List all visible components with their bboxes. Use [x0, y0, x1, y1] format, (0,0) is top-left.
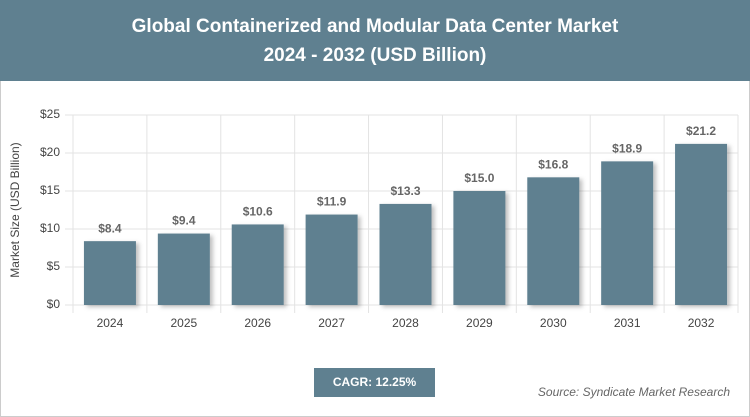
y-tick-label: $10 [40, 221, 60, 235]
x-tick-label: 2030 [540, 316, 567, 330]
value-label: $18.9 [612, 142, 642, 156]
chart-title: Global Containerized and Modular Data Ce… [132, 16, 619, 37]
x-tick-label: 2025 [170, 316, 197, 330]
value-label: $10.6 [243, 205, 273, 219]
bar [675, 143, 728, 305]
bar [231, 224, 284, 305]
bar [305, 214, 358, 305]
value-label: $11.9 [317, 195, 347, 209]
x-tick-label: 2032 [688, 316, 715, 330]
chart-subtitle: 2024 - 2032 (USD Billion) [264, 45, 487, 66]
x-tick-label: 2029 [466, 316, 493, 330]
source-note: Source: Syndicate Market Research [538, 385, 730, 399]
bar [379, 203, 432, 305]
y-axis-label: Market Size (USD Billion) [8, 142, 22, 277]
y-tick-label: $25 [40, 107, 60, 121]
cagr-label: CAGR: 12.25% [333, 375, 417, 389]
x-tick-label: 2026 [244, 316, 271, 330]
bar [601, 161, 654, 305]
x-tick-label: 2024 [97, 316, 124, 330]
y-tick-label: $15 [40, 183, 60, 197]
bar [527, 177, 580, 305]
value-label: $9.4 [172, 214, 196, 228]
value-label: $8.4 [98, 221, 122, 235]
value-label: $15.0 [464, 171, 494, 185]
value-label: $21.2 [686, 124, 716, 138]
y-tick-label: $20 [40, 145, 60, 159]
x-tick-label: 2031 [614, 316, 641, 330]
value-label: $13.3 [390, 184, 420, 198]
y-tick-label: $0 [47, 297, 61, 311]
value-label: $16.8 [538, 157, 568, 171]
bar [157, 233, 210, 305]
cagr-box [314, 368, 435, 397]
y-tick-label: $5 [47, 259, 61, 273]
x-tick-label: 2028 [392, 316, 419, 330]
bar [83, 241, 136, 305]
x-tick-label: 2027 [318, 316, 345, 330]
bar [453, 191, 506, 305]
header [0, 0, 750, 81]
